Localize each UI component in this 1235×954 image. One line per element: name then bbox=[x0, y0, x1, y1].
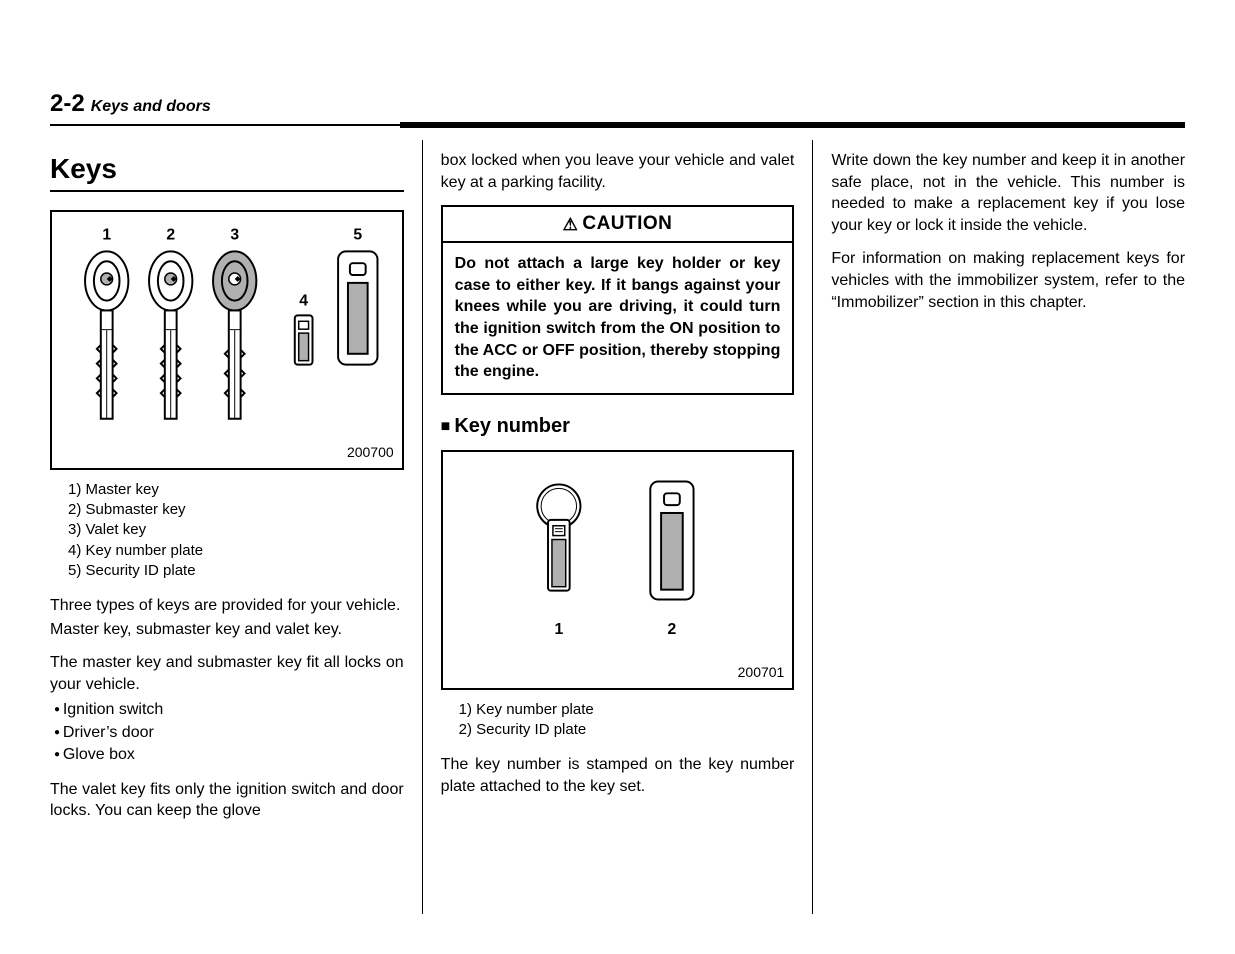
legend-item: 3) Valet key bbox=[68, 520, 404, 540]
bullet-item: Ignition switch bbox=[54, 699, 404, 721]
paragraph: The valet key fits only the ignition swi… bbox=[50, 779, 404, 822]
page-header: 2-2 Keys and doors bbox=[50, 90, 1185, 128]
caution-box: ⚠CAUTION Do not attach a large key holde… bbox=[441, 205, 795, 395]
paragraph: Write down the key number and keep it in… bbox=[831, 150, 1185, 236]
warning-icon: ⚠ bbox=[563, 215, 579, 234]
legend-item: 2) Submaster key bbox=[68, 500, 404, 520]
column-2: box locked when you leave your vehicle a… bbox=[423, 140, 814, 914]
svg-text:5: 5 bbox=[353, 226, 362, 243]
legend-item: 4) Key number plate bbox=[68, 541, 404, 561]
figure-key-number: 1 2 200701 bbox=[441, 450, 795, 690]
legend-item: 1) Key number plate bbox=[459, 700, 795, 720]
paragraph: For information on making replacement ke… bbox=[831, 248, 1185, 313]
svg-text:4: 4 bbox=[299, 292, 308, 309]
paragraph: Master key, submaster key and valet key. bbox=[50, 619, 404, 641]
bullet-item: Glove box bbox=[54, 744, 404, 766]
caution-title: ⚠CAUTION bbox=[443, 207, 793, 243]
square-bullet-icon: ■ bbox=[441, 418, 451, 435]
legend-item: 1) Master key bbox=[68, 480, 404, 500]
column-3: Write down the key number and keep it in… bbox=[813, 140, 1185, 914]
heading-key-number: ■Key number bbox=[441, 413, 795, 440]
figure-id-1: 200700 bbox=[347, 443, 394, 462]
figure-id-2: 200701 bbox=[738, 663, 785, 682]
page-number: 2-2 bbox=[50, 90, 85, 118]
bullet-item: Driver’s door bbox=[54, 722, 404, 744]
bullet-list: Ignition switch Driver’s door Glove box bbox=[50, 699, 404, 766]
caution-body: Do not attach a large key holder or key … bbox=[443, 243, 793, 393]
paragraph: The key number is stamped on the key num… bbox=[441, 754, 795, 797]
caution-label: CAUTION bbox=[582, 213, 672, 234]
svg-text:1: 1 bbox=[102, 226, 111, 243]
content-columns: Keys 1 2 3 4 5 bbox=[50, 140, 1185, 914]
figure1-legend: 1) Master key 2) Submaster key 3) Valet … bbox=[50, 480, 404, 581]
paragraph-continuation: box locked when you leave your vehicle a… bbox=[441, 150, 795, 193]
heading-text: Key number bbox=[454, 415, 570, 437]
paragraph: The master key and submaster key fit all… bbox=[50, 652, 404, 695]
legend-item: 2) Security ID plate bbox=[459, 720, 795, 740]
key-number-illustration: 1 2 bbox=[443, 452, 793, 688]
svg-text:2: 2 bbox=[166, 226, 175, 243]
column-1: Keys 1 2 3 4 5 bbox=[50, 140, 423, 914]
keys-illustration: 1 2 3 4 5 bbox=[52, 212, 402, 468]
heading-keys: Keys bbox=[50, 150, 404, 192]
svg-text:2: 2 bbox=[667, 621, 676, 638]
figure2-legend: 1) Key number plate 2) Security ID plate bbox=[441, 700, 795, 741]
section-title: Keys and doors bbox=[91, 98, 211, 116]
figure-keys: 1 2 3 4 5 bbox=[50, 210, 404, 470]
paragraph: Three types of keys are provided for you… bbox=[50, 595, 404, 617]
legend-item: 5) Security ID plate bbox=[68, 561, 404, 581]
svg-text:3: 3 bbox=[230, 226, 239, 243]
page-number-section: 2-2 Keys and doors bbox=[50, 90, 1185, 118]
svg-text:1: 1 bbox=[554, 621, 563, 638]
header-rule bbox=[50, 122, 1185, 128]
